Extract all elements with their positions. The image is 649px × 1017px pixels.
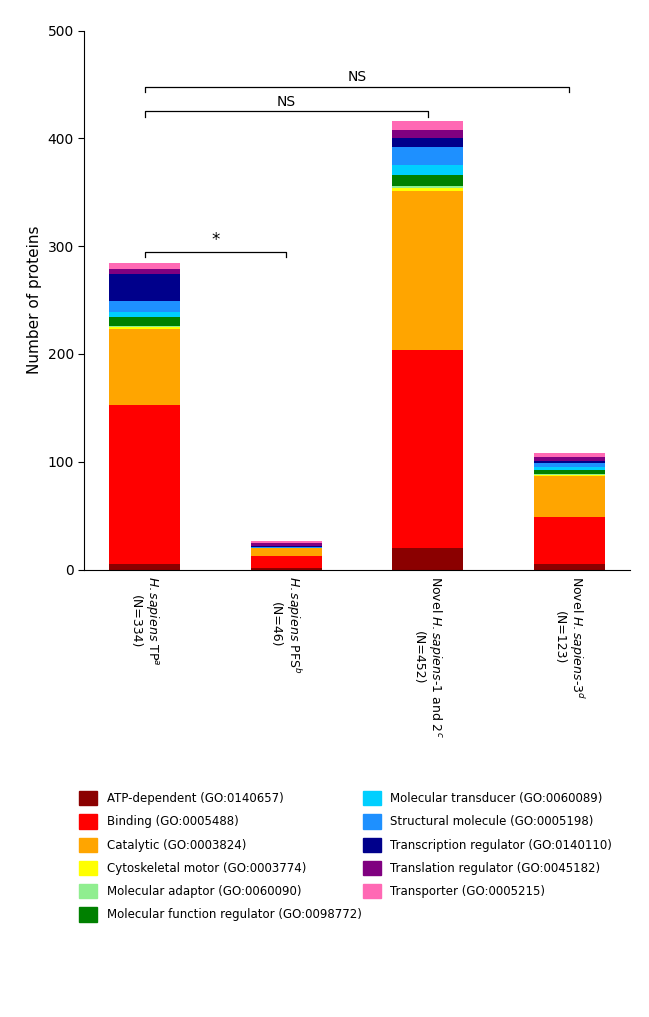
Bar [534,564,605,570]
Bar [251,555,321,569]
Bar [393,121,463,130]
Bar [393,175,463,186]
Bar [393,146,463,165]
Bar [534,467,605,470]
Bar [534,517,605,564]
Legend: Molecular transducer (GO:0060089), Structural molecule (GO:0005198), Transcripti: Molecular transducer (GO:0060089), Struc… [363,791,612,898]
Bar [251,547,321,548]
Bar [534,474,605,475]
Bar [251,543,321,546]
Text: *: * [211,231,219,249]
Bar [109,564,180,570]
Bar [534,463,605,467]
Bar [534,475,605,476]
Bar [109,263,180,268]
Bar [109,275,180,301]
Y-axis label: Number of proteins: Number of proteins [27,226,42,374]
Bar [109,301,180,312]
Bar [534,470,605,474]
Bar [251,569,321,570]
Bar [534,454,605,458]
Bar [534,476,605,517]
Bar [393,130,463,138]
Bar [109,330,180,405]
Bar [534,461,605,463]
Bar [534,458,605,461]
Bar [393,165,463,175]
Text: NS: NS [347,70,367,84]
Text: NS: NS [276,96,296,109]
Bar [393,350,463,548]
Bar [109,327,180,330]
Bar [251,546,321,547]
Bar [109,405,180,564]
Bar [251,548,321,555]
Bar [393,548,463,570]
Bar [109,317,180,325]
Bar [109,325,180,327]
Bar [393,138,463,146]
Bar [109,268,180,275]
Bar [251,541,321,543]
Bar [393,191,463,350]
Bar [393,188,463,191]
Bar [393,186,463,188]
Bar [109,312,180,317]
